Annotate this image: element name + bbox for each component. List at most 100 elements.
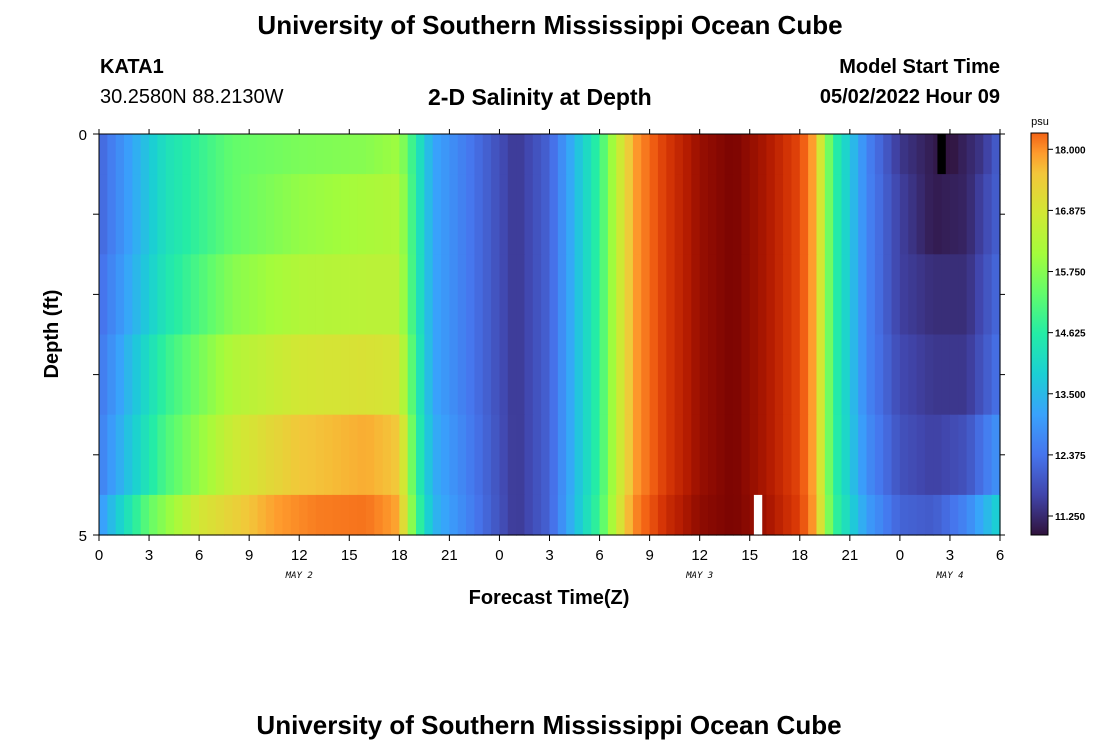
heatmap-cell bbox=[933, 174, 943, 255]
heatmap-cell bbox=[849, 414, 859, 496]
heatmap-cell bbox=[149, 174, 158, 255]
heatmap-cell bbox=[566, 414, 576, 496]
heatmap-cells bbox=[99, 134, 1001, 536]
heatmap-cell bbox=[165, 134, 175, 175]
heatmap-cell bbox=[682, 254, 692, 336]
colorbar-tick-label: 18.000 bbox=[1055, 145, 1086, 156]
heatmap-cell bbox=[724, 254, 734, 336]
heatmap-cell bbox=[632, 494, 642, 536]
heatmap-cell bbox=[808, 134, 818, 175]
heatmap-cell bbox=[574, 494, 584, 536]
heatmap-cell bbox=[682, 134, 692, 175]
model-start-label: Model Start Time bbox=[839, 56, 1000, 78]
heatmap-cell bbox=[657, 174, 667, 255]
heatmap-cell bbox=[691, 254, 701, 336]
heatmap-cell bbox=[883, 334, 893, 416]
heatmap-cell bbox=[532, 174, 542, 255]
heatmap-cell bbox=[190, 494, 200, 536]
heatmap-cell bbox=[299, 174, 309, 255]
colorbar-tick-label: 14.625 bbox=[1055, 329, 1086, 340]
heatmap-cell bbox=[924, 254, 934, 336]
heatmap-cell bbox=[708, 174, 717, 255]
heatmap-cell bbox=[799, 334, 809, 416]
heatmap-cell bbox=[399, 254, 409, 336]
colorbar: psu bbox=[1030, 116, 1049, 536]
heatmap-cell bbox=[557, 134, 567, 175]
heatmap-cell bbox=[632, 414, 642, 496]
heatmap-cell bbox=[591, 134, 601, 175]
heatmap-cell bbox=[874, 414, 884, 496]
heatmap-cell bbox=[182, 414, 192, 496]
heatmap-cell bbox=[140, 134, 150, 175]
heatmap-cell bbox=[883, 414, 893, 496]
heatmap-cell bbox=[365, 254, 375, 336]
heatmap-cell bbox=[791, 414, 801, 496]
heatmap-cell bbox=[324, 414, 334, 496]
heatmap-cell bbox=[107, 334, 117, 416]
heatmap-cell bbox=[115, 174, 125, 255]
heatmap-cell bbox=[607, 254, 617, 336]
heatmap-cell bbox=[257, 134, 267, 175]
heatmap-cell bbox=[390, 254, 400, 336]
heatmap-cell bbox=[240, 494, 250, 536]
heatmap-cell bbox=[783, 174, 793, 255]
heatmap-cell bbox=[916, 174, 926, 255]
heatmap-cell bbox=[332, 414, 342, 496]
heatmap-cell bbox=[557, 174, 567, 255]
heatmap-cell bbox=[215, 414, 225, 496]
heatmap-cell bbox=[983, 494, 993, 536]
heatmap-cell bbox=[307, 134, 317, 175]
heatmap-cell bbox=[524, 134, 534, 175]
heatmap-cell bbox=[215, 134, 225, 175]
heatmap-cell bbox=[624, 334, 634, 416]
heatmap-cell bbox=[224, 414, 234, 496]
heatmap-cell bbox=[983, 174, 993, 255]
heatmap-cell bbox=[749, 134, 759, 175]
heatmap-cell bbox=[699, 334, 709, 416]
heatmap-cell bbox=[682, 494, 692, 536]
heatmap-cell bbox=[374, 174, 384, 255]
heatmap-cell bbox=[399, 174, 409, 255]
heatmap-cell bbox=[866, 174, 876, 255]
heatmap-cell bbox=[607, 414, 617, 496]
heatmap-cell bbox=[791, 334, 801, 416]
heatmap-cell bbox=[257, 414, 267, 496]
heatmap-cell bbox=[549, 414, 559, 496]
heatmap-cell bbox=[407, 254, 417, 336]
heatmap-cell bbox=[399, 494, 409, 536]
heatmap-cell bbox=[491, 254, 501, 336]
heatmap-cell bbox=[858, 494, 868, 536]
heatmap-cell bbox=[933, 414, 943, 496]
x-tick-label: 18 bbox=[391, 547, 408, 564]
heatmap-cell bbox=[215, 494, 225, 536]
heatmap-cell bbox=[649, 174, 659, 255]
heatmap-cell bbox=[691, 414, 701, 496]
heatmap-cell bbox=[290, 134, 300, 175]
heatmap-cell bbox=[232, 134, 242, 175]
heatmap-cell bbox=[390, 174, 400, 255]
heatmap-cell bbox=[265, 334, 275, 416]
heatmap-cell bbox=[791, 134, 801, 175]
heatmap-cell bbox=[749, 414, 759, 496]
heatmap-cell bbox=[324, 174, 334, 255]
heatmap-cell bbox=[524, 414, 534, 496]
heatmap-cell bbox=[382, 494, 392, 536]
heatmap-cell bbox=[374, 134, 384, 175]
heatmap-cell bbox=[791, 254, 801, 336]
heatmap-cell bbox=[691, 334, 701, 416]
heatmap-cell bbox=[157, 254, 167, 336]
heatmap-cell bbox=[290, 414, 300, 496]
heatmap-cell bbox=[332, 174, 342, 255]
heatmap-cell bbox=[733, 174, 742, 255]
heatmap-cell bbox=[165, 254, 175, 336]
heatmap-cell bbox=[416, 134, 425, 175]
heatmap-cell bbox=[599, 494, 609, 536]
heatmap-cell bbox=[708, 494, 717, 536]
heatmap-cell bbox=[899, 254, 909, 336]
heatmap-cell bbox=[599, 174, 609, 255]
heatmap-cell bbox=[657, 334, 667, 416]
heatmap-cell bbox=[424, 134, 434, 175]
heatmap-cell bbox=[632, 134, 642, 175]
heatmap-cell bbox=[657, 414, 667, 496]
heatmap-cell bbox=[457, 494, 467, 536]
